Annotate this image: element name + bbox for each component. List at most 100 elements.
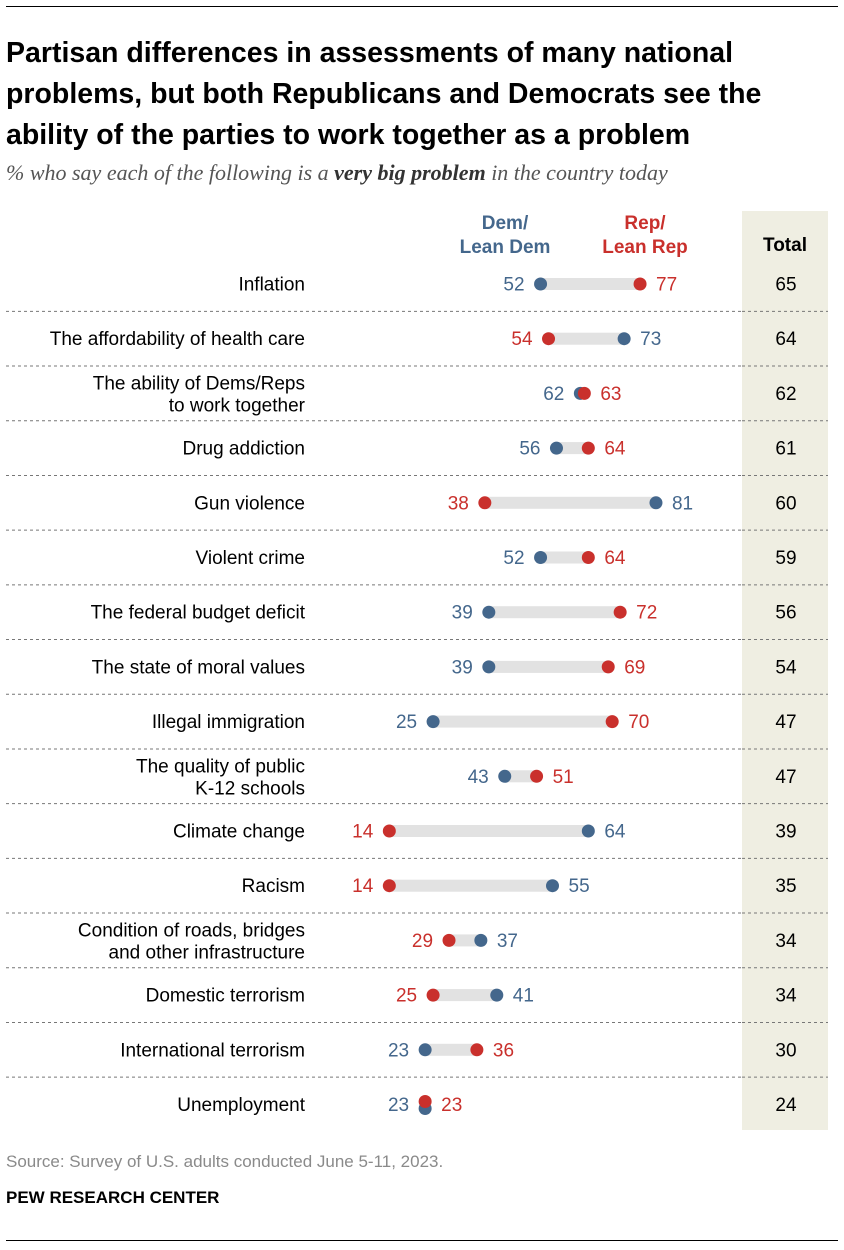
range-bar — [449, 934, 481, 947]
dem-value: 43 — [468, 767, 489, 788]
rep-dot — [581, 551, 595, 564]
dem-value: 25 — [396, 712, 417, 733]
row-label: to work together — [169, 395, 306, 416]
rep-dot — [633, 277, 647, 291]
dem-value: 81 — [672, 493, 693, 514]
range-bar — [556, 442, 589, 455]
rep-dot — [478, 496, 492, 510]
row-label: and other infrastructure — [109, 942, 305, 963]
total-column-background — [742, 211, 828, 1130]
range-bar — [433, 989, 497, 1002]
legend-total: Total — [763, 235, 807, 256]
dem-value: 39 — [452, 657, 473, 678]
rep-dot — [613, 605, 627, 619]
rep-dot — [577, 386, 591, 400]
total-value: 54 — [775, 657, 797, 678]
bottom-rule — [6, 1240, 838, 1241]
row-label: Condition of roads, bridges — [78, 920, 305, 941]
total-value: 64 — [775, 329, 797, 350]
dem-dot — [474, 933, 488, 947]
rep-dot — [542, 332, 556, 346]
row-label: Domestic terrorism — [146, 986, 305, 1007]
row-label: Illegal immigration — [152, 712, 305, 733]
range-bar — [540, 278, 641, 290]
chart-subtitle: % who say each of the following is a ver… — [6, 160, 668, 186]
dem-value: 52 — [503, 275, 524, 296]
rep-value: 54 — [511, 329, 533, 350]
dem-dot — [581, 824, 595, 838]
range-bar — [504, 770, 537, 783]
rep-dot — [382, 879, 396, 893]
rep-value: 29 — [412, 931, 433, 952]
top-rule — [6, 6, 838, 7]
organization-name: PEW RESEARCH CENTER — [6, 1188, 220, 1207]
total-value: 65 — [775, 275, 796, 296]
dem-value: 55 — [569, 876, 590, 897]
row-label: Violent crime — [196, 548, 305, 569]
dem-dot — [534, 551, 548, 564]
dem-value: 62 — [543, 384, 564, 405]
rep-value: 69 — [624, 657, 645, 678]
rep-dot — [418, 1095, 432, 1108]
rep-value: 77 — [656, 275, 677, 296]
row-label: International terrorism — [120, 1040, 305, 1061]
dem-dot — [482, 605, 496, 619]
dem-dot — [549, 441, 563, 455]
rep-value: 36 — [493, 1040, 514, 1061]
dem-value: 73 — [640, 329, 661, 350]
rep-value: 72 — [636, 603, 657, 624]
range-bar — [548, 332, 625, 345]
dem-value: 37 — [497, 931, 518, 952]
dem-value: 52 — [503, 548, 524, 569]
dem-dot — [649, 496, 663, 510]
row-label: The state of moral values — [92, 657, 305, 678]
row-label: Drug addiction — [182, 439, 305, 460]
legend-dem: Dem/ Lean Dem — [425, 212, 585, 260]
legend-dem-line1: Dem/ — [481, 213, 529, 234]
range-bar — [488, 606, 621, 619]
source-note: Source: Survey of U.S. adults conducted … — [6, 1152, 444, 1171]
dem-value: 41 — [513, 986, 534, 1007]
total-value: 56 — [775, 603, 796, 624]
dem-value: 56 — [519, 439, 540, 460]
rep-value: 38 — [448, 493, 469, 514]
dem-dot — [426, 715, 440, 729]
rep-value: 14 — [352, 876, 374, 897]
rep-dot — [605, 715, 619, 729]
total-value: 59 — [775, 548, 796, 569]
dem-dot — [534, 277, 548, 291]
row-label: The quality of public — [136, 756, 305, 777]
legend-rep-line1: Rep/ — [624, 213, 666, 234]
rep-value: 70 — [628, 712, 649, 733]
dem-dot — [490, 988, 504, 1002]
row-label: Racism — [242, 876, 305, 897]
range-bar — [433, 715, 613, 728]
total-value: 34 — [775, 986, 797, 1007]
total-value: 61 — [775, 439, 796, 460]
row-label: The ability of Dems/Reps — [93, 373, 305, 394]
row-label: Unemployment — [177, 1095, 305, 1116]
total-value: 47 — [775, 767, 796, 788]
total-value: 47 — [775, 712, 796, 733]
range-bar — [484, 496, 656, 509]
dem-dot — [546, 879, 559, 893]
row-label: The affordability of health care — [50, 329, 305, 350]
rep-dot — [426, 988, 440, 1002]
dem-value: 23 — [388, 1095, 409, 1116]
total-value: 35 — [775, 876, 796, 897]
legend-rep-line2: Lean Rep — [602, 237, 688, 258]
dem-dot — [482, 660, 496, 674]
rep-value: 51 — [553, 767, 574, 788]
dem-dot — [418, 1043, 432, 1057]
subtitle-emphasis: very big problem — [334, 160, 486, 185]
total-value: 34 — [775, 931, 797, 952]
rep-value: 64 — [604, 548, 626, 569]
dem-dot — [617, 332, 631, 346]
range-bar — [488, 660, 609, 673]
rep-value: 25 — [396, 986, 417, 1007]
rep-dot — [530, 769, 544, 783]
dem-value: 39 — [452, 603, 473, 624]
total-value: 30 — [775, 1040, 796, 1061]
chart-title: Partisan differences in assessments of m… — [6, 37, 762, 151]
